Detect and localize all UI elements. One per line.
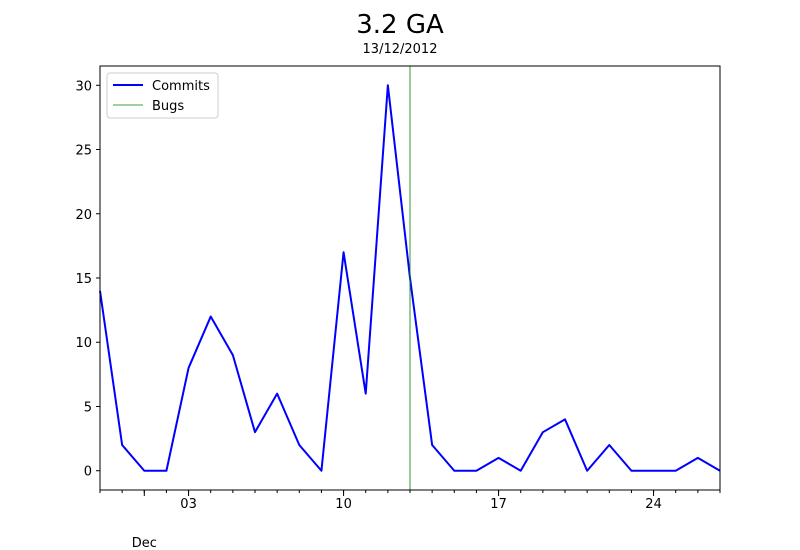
y-tick-label-5: 5 [84, 400, 92, 415]
x-month-label: Dec [132, 536, 157, 550]
x-tick-label-10: 10 [335, 497, 352, 512]
legend-commits-label: Commits [152, 79, 210, 94]
y-tick-label-0: 0 [84, 465, 92, 480]
x-tick-label-03: 03 [180, 497, 197, 512]
y-tick-label-20: 20 [75, 208, 92, 223]
y-tick-label-30: 30 [75, 79, 92, 94]
chart-subtitle: 13/12/2012 [363, 42, 438, 57]
chart-title: 3.2 GA [356, 10, 444, 40]
legend: Commits Bugs [106, 72, 219, 119]
legend-bugs-label: Bugs [152, 99, 184, 114]
y-tick-label-15: 15 [75, 272, 92, 287]
x-tick-label-24: 24 [645, 497, 662, 512]
x-tick-label-17: 17 [490, 497, 507, 512]
y-tick-label-25: 25 [75, 144, 92, 159]
y-tick-label-10: 10 [75, 336, 92, 351]
plot-frame [99, 65, 721, 491]
